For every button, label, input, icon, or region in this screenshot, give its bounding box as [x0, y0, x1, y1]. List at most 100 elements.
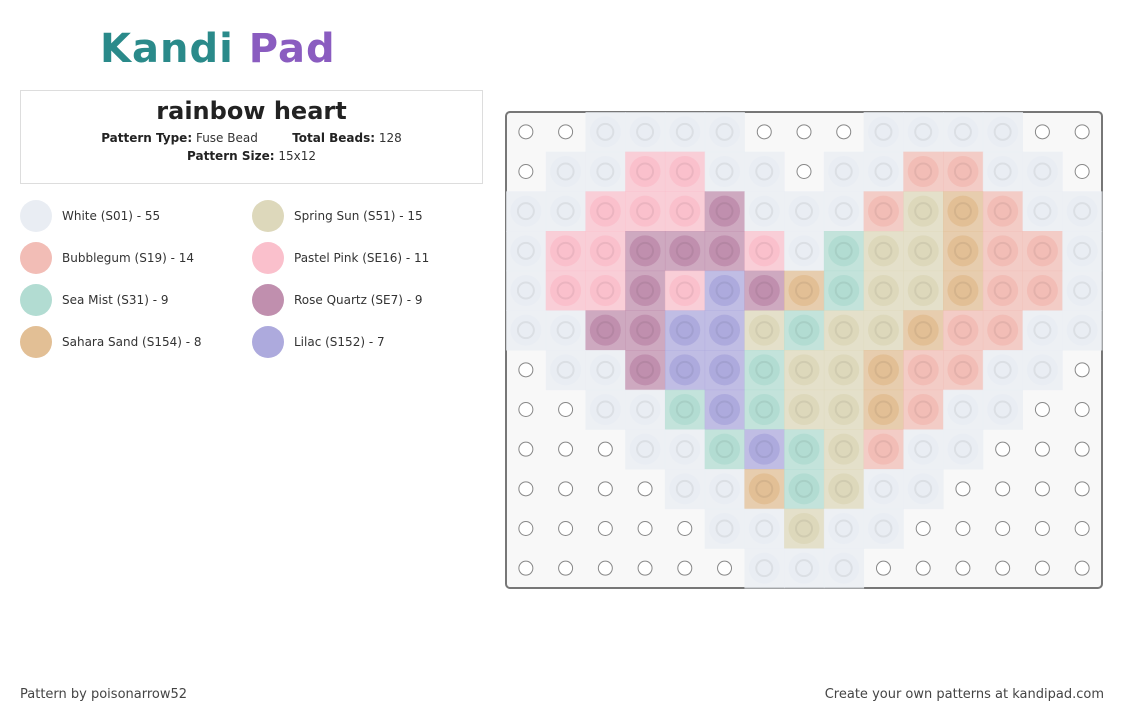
bead-hole	[914, 440, 933, 459]
empty-peg	[597, 481, 613, 497]
bead-ring	[947, 354, 979, 386]
bead-ring	[828, 156, 860, 187]
empty-peg	[1074, 124, 1090, 140]
bead-ring	[867, 195, 899, 227]
bead	[982, 191, 1024, 232]
bead-cell	[863, 231, 904, 272]
legend-swatch	[20, 242, 52, 274]
legend-item: Lilac (S152) - 7	[252, 326, 385, 358]
bead-cell	[903, 231, 944, 272]
bead-ring	[589, 195, 621, 227]
info-box: rainbow heart Pattern Type: Fuse Bead To…	[20, 90, 483, 184]
bead-cell	[784, 389, 825, 430]
bead-ring	[748, 195, 780, 227]
bead-cell	[982, 191, 1024, 232]
bead-hole	[755, 400, 774, 419]
bead-cell	[943, 310, 984, 351]
bead	[704, 191, 745, 232]
bead	[585, 270, 626, 311]
meta-label: Pattern Type:	[101, 131, 193, 145]
bead-ring	[907, 473, 939, 505]
bead-hole	[834, 202, 853, 221]
bead	[943, 151, 984, 192]
bead	[506, 191, 547, 232]
bead-cell	[784, 310, 825, 351]
footer-link[interactable]: Create your own patterns at kandipad.com	[824, 687, 1104, 702]
legend-label: Sea Mist (S31) - 9	[62, 293, 169, 307]
bead-cell	[863, 151, 904, 192]
bead-hole	[874, 519, 893, 538]
bead-hole	[874, 400, 893, 419]
bead-ring	[709, 275, 741, 306]
bead	[1062, 231, 1103, 272]
bead-ring	[1026, 314, 1058, 346]
bead	[744, 151, 785, 192]
bead-hole	[755, 440, 774, 459]
bead-cell	[625, 151, 666, 192]
logo-text: Pad	[248, 26, 336, 72]
bead-hole	[516, 202, 535, 221]
bead-ring	[788, 473, 820, 505]
bead	[625, 151, 666, 192]
bead-cell	[625, 429, 666, 470]
bead-cell	[1022, 231, 1063, 272]
bead	[943, 112, 984, 153]
bead-hole	[914, 122, 933, 141]
bead-ring	[709, 195, 741, 227]
bead-ring	[709, 235, 741, 267]
bead-hole	[795, 321, 813, 340]
bead	[823, 270, 865, 311]
empty-peg	[955, 560, 971, 576]
bead-ring	[550, 275, 582, 306]
bead-cell	[982, 151, 1024, 192]
bead	[704, 429, 745, 470]
empty-peg	[1074, 362, 1090, 378]
bead-ring	[629, 314, 661, 346]
bead-ring	[709, 314, 741, 346]
bead-hole	[1073, 321, 1092, 340]
bead-cell	[903, 310, 944, 351]
bead	[585, 191, 626, 232]
bead-ring	[629, 354, 661, 386]
bead-ring	[987, 275, 1019, 306]
bead-cell	[664, 191, 706, 232]
bead-hole	[1033, 202, 1052, 221]
bead	[664, 350, 706, 391]
bead-hole	[834, 162, 853, 181]
bead	[545, 231, 586, 272]
bead	[823, 548, 865, 589]
legend-swatch	[20, 326, 52, 358]
bead-ring	[828, 275, 860, 306]
logo[interactable]: Kandi Pad	[100, 26, 336, 72]
bead-cell	[545, 191, 586, 232]
bead-cell	[982, 350, 1024, 391]
empty-peg	[1034, 402, 1050, 417]
bead-hole	[755, 360, 774, 379]
bead-ring	[828, 513, 860, 544]
bead-ring	[947, 433, 979, 465]
bead-ring	[589, 354, 621, 386]
empty-peg	[518, 560, 534, 576]
bead-cell	[744, 310, 785, 351]
empty-peg	[955, 481, 971, 497]
empty-peg	[995, 560, 1011, 576]
bead-ring	[788, 394, 820, 425]
bead-ring	[947, 235, 979, 267]
legend-item: White (S01) - 55	[20, 200, 160, 232]
bead-hole	[914, 162, 933, 181]
bead	[664, 389, 706, 430]
bead-cell	[506, 191, 547, 232]
bead-hole	[755, 241, 774, 260]
bead-hole	[715, 479, 734, 498]
legend-label: Pastel Pink (SE16) - 11	[294, 251, 430, 265]
legend-label: Rose Quartz (SE7) - 9	[294, 293, 423, 307]
bead-ring	[1026, 354, 1058, 386]
bead-ring	[550, 314, 582, 346]
bead	[585, 231, 626, 272]
bead-hole	[795, 400, 813, 419]
bead-ring	[709, 156, 741, 187]
bead-ring	[788, 513, 820, 544]
bead	[704, 350, 745, 391]
bead-ring	[669, 433, 701, 465]
bead-hole	[675, 162, 694, 181]
